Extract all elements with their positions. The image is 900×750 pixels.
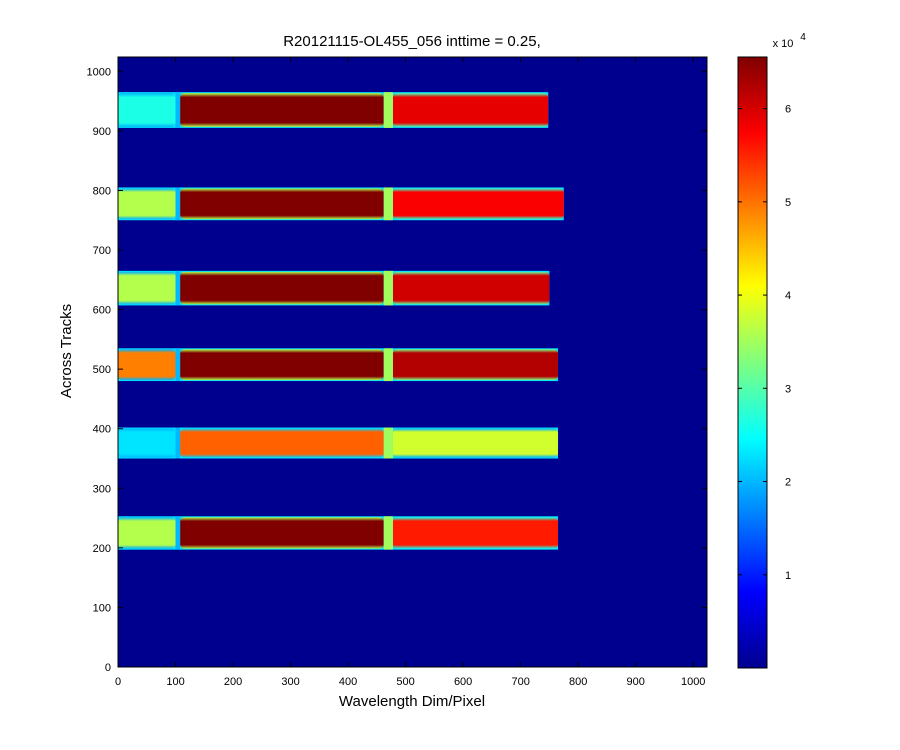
tracks-layer (118, 92, 564, 550)
track-segment (392, 93, 549, 127)
y-axis-label: Across Tracks (58, 304, 75, 398)
track-segment (118, 349, 176, 381)
y-tick-label: 600 (93, 305, 111, 317)
track-gap (383, 92, 393, 128)
track-band (118, 427, 559, 459)
x-tick-label: 600 (454, 676, 472, 688)
y-tick-label: 900 (93, 126, 111, 138)
colorbar-ticks: 1 2 3 4 5 6 (738, 104, 791, 582)
track-gap (383, 270, 393, 306)
colorbar-tick-label: 5 (785, 197, 791, 209)
track-segment (180, 349, 384, 381)
y-tick-label: 400 (93, 424, 111, 436)
colorbar-gradient (738, 57, 767, 668)
x-tick-label: 100 (166, 676, 184, 688)
track-segment (180, 517, 384, 549)
colorbar-exponent-power: 4 (800, 32, 806, 43)
x-tick-label: 0 (115, 676, 121, 688)
track-segment (392, 428, 559, 458)
track-segment (392, 188, 564, 220)
x-axis-label: Wavelength Dim/Pixel (339, 693, 485, 710)
x-tick-label: 900 (626, 676, 644, 688)
y-tick-label: 300 (93, 483, 111, 495)
x-tick-label: 1000 (681, 676, 705, 688)
y-tick-label: 700 (93, 245, 111, 257)
colorbar: 1 2 3 4 5 6 x 10 4 (737, 32, 806, 669)
x-tick-label: 700 (511, 676, 529, 688)
y-tick-label: 100 (93, 602, 111, 614)
track-gap (175, 516, 181, 550)
colorbar-tick-label: 1 (785, 570, 791, 582)
track-gap (175, 187, 181, 221)
colorbar-tick-label: 6 (785, 104, 791, 116)
colorbar-exponent-base: x 10 (773, 38, 794, 50)
track-gap (383, 187, 393, 221)
track-gap (383, 348, 393, 382)
track-gap (175, 92, 181, 128)
y-tick-label: 200 (93, 543, 111, 555)
track-gap (175, 348, 181, 382)
track-segment (118, 188, 176, 220)
track-gap (383, 427, 393, 459)
y-tick-label: 0 (105, 662, 111, 674)
track-segment (180, 428, 384, 458)
y-tick-label: 800 (93, 185, 111, 197)
track-gap (175, 427, 181, 459)
x-tick-label: 400 (339, 676, 357, 688)
track-segment (180, 271, 384, 305)
track-segment (118, 271, 176, 305)
track-gap (383, 516, 393, 550)
colorbar-frame (737, 56, 768, 669)
track-band (118, 348, 559, 382)
x-tick-label: 800 (569, 676, 587, 688)
plot-frame (117, 56, 708, 668)
colorbar-tick-label: 2 (785, 477, 791, 489)
track-segment (118, 428, 176, 458)
x-tick-label: 300 (281, 676, 299, 688)
track-band (118, 516, 559, 550)
track-band (118, 92, 549, 128)
track-segment (392, 349, 559, 381)
track-band (118, 187, 564, 221)
plot-area (117, 56, 708, 668)
track-segment (392, 271, 550, 305)
x-tick-label: 200 (224, 676, 242, 688)
y-tick-label: 500 (93, 364, 111, 376)
colorbar-tick-label: 3 (785, 383, 791, 395)
track-band (118, 270, 550, 306)
colorbar-tick-label: 4 (785, 290, 791, 302)
chart-title: R20121115-OL455_056 inttime = 0.25, (283, 33, 541, 50)
x-tick-label: 500 (396, 676, 414, 688)
x-axis: 0 100 200 300 400 500 600 700 800 900 1000 (115, 57, 705, 688)
y-axis: 0 100 200 300 400 500 600 700 800 900 1000 (87, 66, 707, 674)
track-segment (180, 188, 384, 220)
track-gap (175, 270, 181, 306)
track-segment (392, 517, 559, 549)
track-segment (118, 93, 176, 127)
track-segment (118, 517, 176, 549)
y-tick-label: 1000 (87, 66, 111, 78)
track-segment (180, 93, 384, 127)
